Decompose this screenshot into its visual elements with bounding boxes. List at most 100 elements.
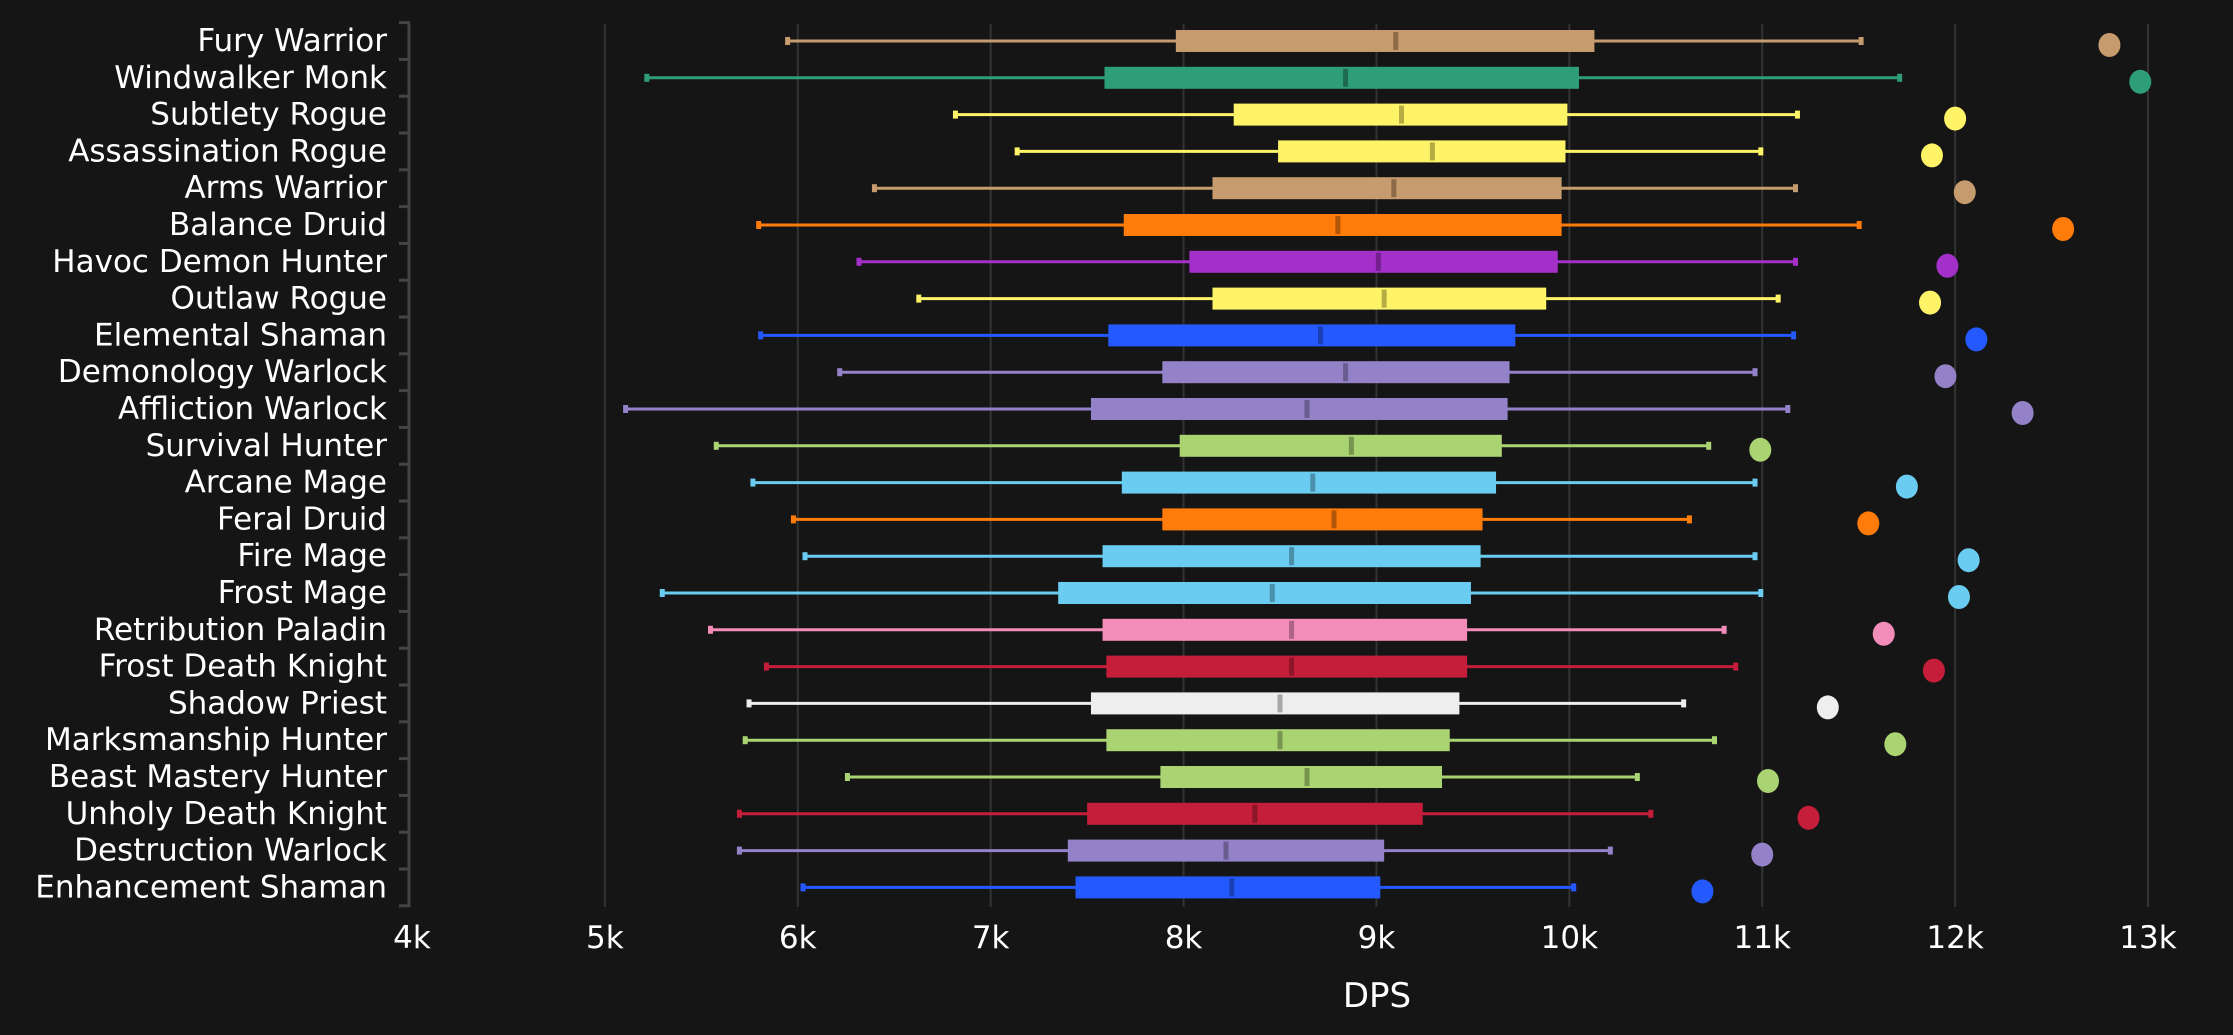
whisker-min-cap <box>758 331 764 340</box>
whisker-max-cap <box>1634 773 1640 781</box>
top-value-dot <box>1895 474 1918 499</box>
median-mark <box>1229 878 1235 897</box>
box-row <box>758 324 1988 352</box>
box-row <box>756 214 2075 241</box>
category-label: Arcane Mage <box>185 465 387 501</box>
box-row <box>952 103 1967 131</box>
whisker-max-cap <box>1607 846 1613 855</box>
whisker-max-cap <box>1775 294 1781 303</box>
whisker-max-cap <box>1794 110 1800 119</box>
iqr-box <box>1090 692 1460 715</box>
category-label: Assassination Rogue <box>68 133 387 169</box>
box-row <box>623 398 2034 425</box>
top-value-dot <box>2129 69 2152 94</box>
iqr-box <box>1090 398 1508 420</box>
median-mark <box>1223 841 1229 860</box>
whisker-min-cap <box>802 552 808 561</box>
category-label: Demonology Warlock <box>58 354 387 390</box>
category-label: Frost Death Knight <box>99 649 387 685</box>
median-mark <box>1331 510 1337 529</box>
whisker-min-cap <box>623 405 629 413</box>
category-label: Fire Mage <box>237 538 387 574</box>
iqr-box <box>1162 508 1483 531</box>
box-row <box>644 66 2152 94</box>
top-value-dot <box>1920 143 1943 168</box>
x-axis: 4k 5k 6k 7k 8k 9k 10k 11k 12k 13k <box>393 920 2177 956</box>
category-label: Subtlety Rogue <box>150 97 387 133</box>
box-row <box>800 876 1714 904</box>
box-row <box>736 839 1774 867</box>
top-value-dot <box>1957 548 1980 573</box>
whisker-min-cap <box>707 625 713 634</box>
category-label: Affliction Warlock <box>118 391 387 427</box>
top-value-dot <box>1944 106 1967 131</box>
whisker-max-cap <box>1858 37 1864 45</box>
median-mark <box>1348 436 1354 455</box>
top-value-dot <box>1953 180 1976 205</box>
whisker-max-cap <box>1681 699 1687 708</box>
box-row <box>1014 140 1943 168</box>
median-mark <box>1393 32 1399 50</box>
top-value-dot <box>2011 401 2034 425</box>
whisker-min-cap <box>790 515 796 524</box>
top-value-dot <box>1965 327 1988 352</box>
median-mark <box>1289 657 1295 676</box>
whisker-max-cap <box>1752 368 1758 377</box>
median-mark <box>1335 216 1341 234</box>
category-label: Beast Mastery Hunter <box>49 759 387 795</box>
iqr-box <box>1106 655 1468 678</box>
iqr-box <box>1102 618 1468 641</box>
box-row <box>790 508 1880 536</box>
whisker-max-cap <box>1758 147 1764 156</box>
whisker-min-cap <box>871 184 877 193</box>
x-tick-label: 6k <box>779 920 817 956</box>
median-mark <box>1310 473 1316 492</box>
median-mark <box>1391 179 1397 198</box>
x-tick-label: 4k <box>393 920 431 956</box>
box-row <box>802 545 1980 573</box>
whisker-min-cap <box>750 478 756 487</box>
median-mark <box>1252 804 1258 823</box>
median-mark <box>1429 142 1435 161</box>
iqr-box <box>1108 324 1516 347</box>
category-label: Outlaw Rogue <box>170 281 387 317</box>
top-value-dot <box>1749 437 1772 462</box>
top-value-dot <box>1797 805 1820 830</box>
box-row <box>742 729 1907 757</box>
box-row <box>844 766 1780 793</box>
whisker-min-cap <box>785 37 791 45</box>
box-row <box>659 582 1970 609</box>
top-value-dot <box>1922 658 1945 683</box>
x-tick-label: 9k <box>1358 920 1396 956</box>
median-mark <box>1269 584 1275 602</box>
whisker-min-cap <box>1014 147 1020 156</box>
category-label: Elemental Shaman <box>94 317 387 353</box>
category-label: Fury Warrior <box>197 23 387 59</box>
box-row <box>916 287 1942 315</box>
top-value-dot <box>1947 585 1970 609</box>
median-mark <box>1289 620 1295 639</box>
category-label: Unholy Death Knight <box>66 796 387 832</box>
x-axis-title: DPS <box>1343 976 1411 1016</box>
category-label: Havoc Demon Hunter <box>52 244 387 280</box>
box-row <box>736 802 1820 830</box>
whisker-max-cap <box>1758 589 1764 597</box>
median-mark <box>1375 252 1381 271</box>
whisker-max-cap <box>1706 441 1712 450</box>
whisker-max-cap <box>1793 257 1799 266</box>
whisker-min-cap <box>644 73 650 82</box>
whisker-min-cap <box>713 441 719 450</box>
whisker-max-cap <box>1733 662 1739 671</box>
iqr-box <box>1189 250 1558 273</box>
whisker-min-cap <box>800 883 806 892</box>
category-label: Arms Warrior <box>184 170 387 206</box>
top-value-dot <box>1872 621 1895 646</box>
top-value-dot <box>1751 842 1774 867</box>
category-label: Enhancement Shaman <box>35 869 387 905</box>
top-value-dot <box>1857 511 1880 536</box>
grid-lines <box>603 24 2149 907</box>
whisker-max-cap <box>1856 221 1862 229</box>
category-label: Feral Druid <box>217 501 387 537</box>
whisker-max-cap <box>1721 625 1727 634</box>
